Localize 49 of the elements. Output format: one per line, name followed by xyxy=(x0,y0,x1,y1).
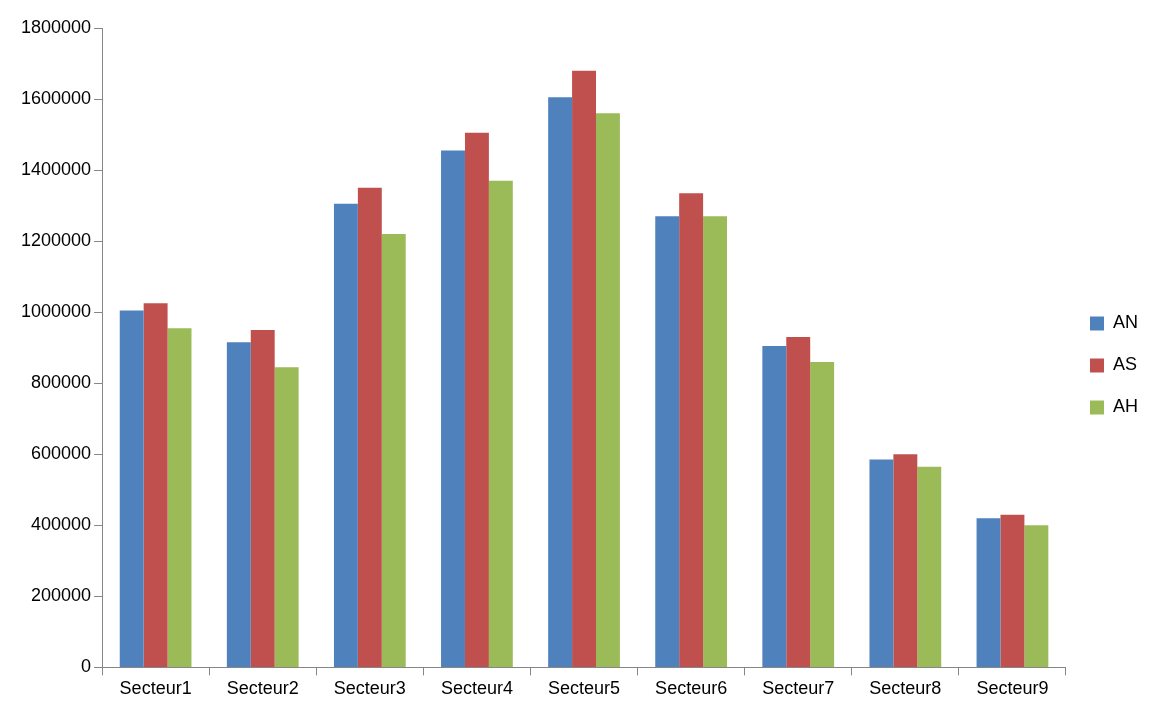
y-tick-label: 1800000 xyxy=(21,16,92,37)
legend-label: AH xyxy=(1113,396,1139,417)
bar xyxy=(441,150,465,667)
bar xyxy=(381,234,406,667)
x-tick-label: Secteur5 xyxy=(548,678,621,699)
y-tick-label: 400000 xyxy=(31,514,92,535)
bar xyxy=(464,132,489,667)
x-tick-label: Secteur8 xyxy=(869,678,942,699)
legend-label: AS xyxy=(1113,354,1138,375)
x-tick-label: Secteur4 xyxy=(440,678,513,699)
bar xyxy=(869,459,894,667)
bar xyxy=(572,70,596,667)
bar xyxy=(655,216,680,667)
legend-label: AN xyxy=(1113,312,1139,333)
bar xyxy=(786,337,811,667)
bar xyxy=(274,367,299,667)
x-tick-label: Secteur1 xyxy=(119,678,192,699)
y-tick-label: 0 xyxy=(81,656,92,677)
bar xyxy=(333,203,358,667)
y-tick-label: 600000 xyxy=(31,443,92,464)
x-tick-label: Secteur2 xyxy=(226,678,299,699)
bar xyxy=(167,328,192,667)
bar xyxy=(917,466,942,667)
bar xyxy=(1024,525,1049,667)
bar xyxy=(596,113,620,667)
bar xyxy=(1000,514,1025,667)
x-tick-label: Secteur9 xyxy=(976,678,1049,699)
y-tick-label: 1400000 xyxy=(21,159,92,180)
bar xyxy=(703,216,728,667)
bar xyxy=(357,187,382,667)
y-tick-label: 1600000 xyxy=(21,88,92,109)
y-tick-label: 800000 xyxy=(31,372,92,393)
bar xyxy=(679,193,704,667)
bar xyxy=(548,97,573,667)
y-tick-label: 1200000 xyxy=(21,230,92,251)
bar xyxy=(762,345,787,667)
bar xyxy=(976,518,1001,667)
bar xyxy=(143,303,168,667)
y-tick-label: 200000 xyxy=(31,585,92,606)
y-tick-label: 1000000 xyxy=(21,301,92,322)
bar xyxy=(893,454,918,667)
x-tick-label: Secteur6 xyxy=(655,678,728,699)
bar xyxy=(119,310,144,667)
bar xyxy=(250,329,275,667)
x-tick-label: Secteur7 xyxy=(762,678,835,699)
bar xyxy=(810,361,835,667)
x-tick-label: Secteur3 xyxy=(333,678,406,699)
bar xyxy=(226,342,251,667)
bar xyxy=(488,180,513,667)
